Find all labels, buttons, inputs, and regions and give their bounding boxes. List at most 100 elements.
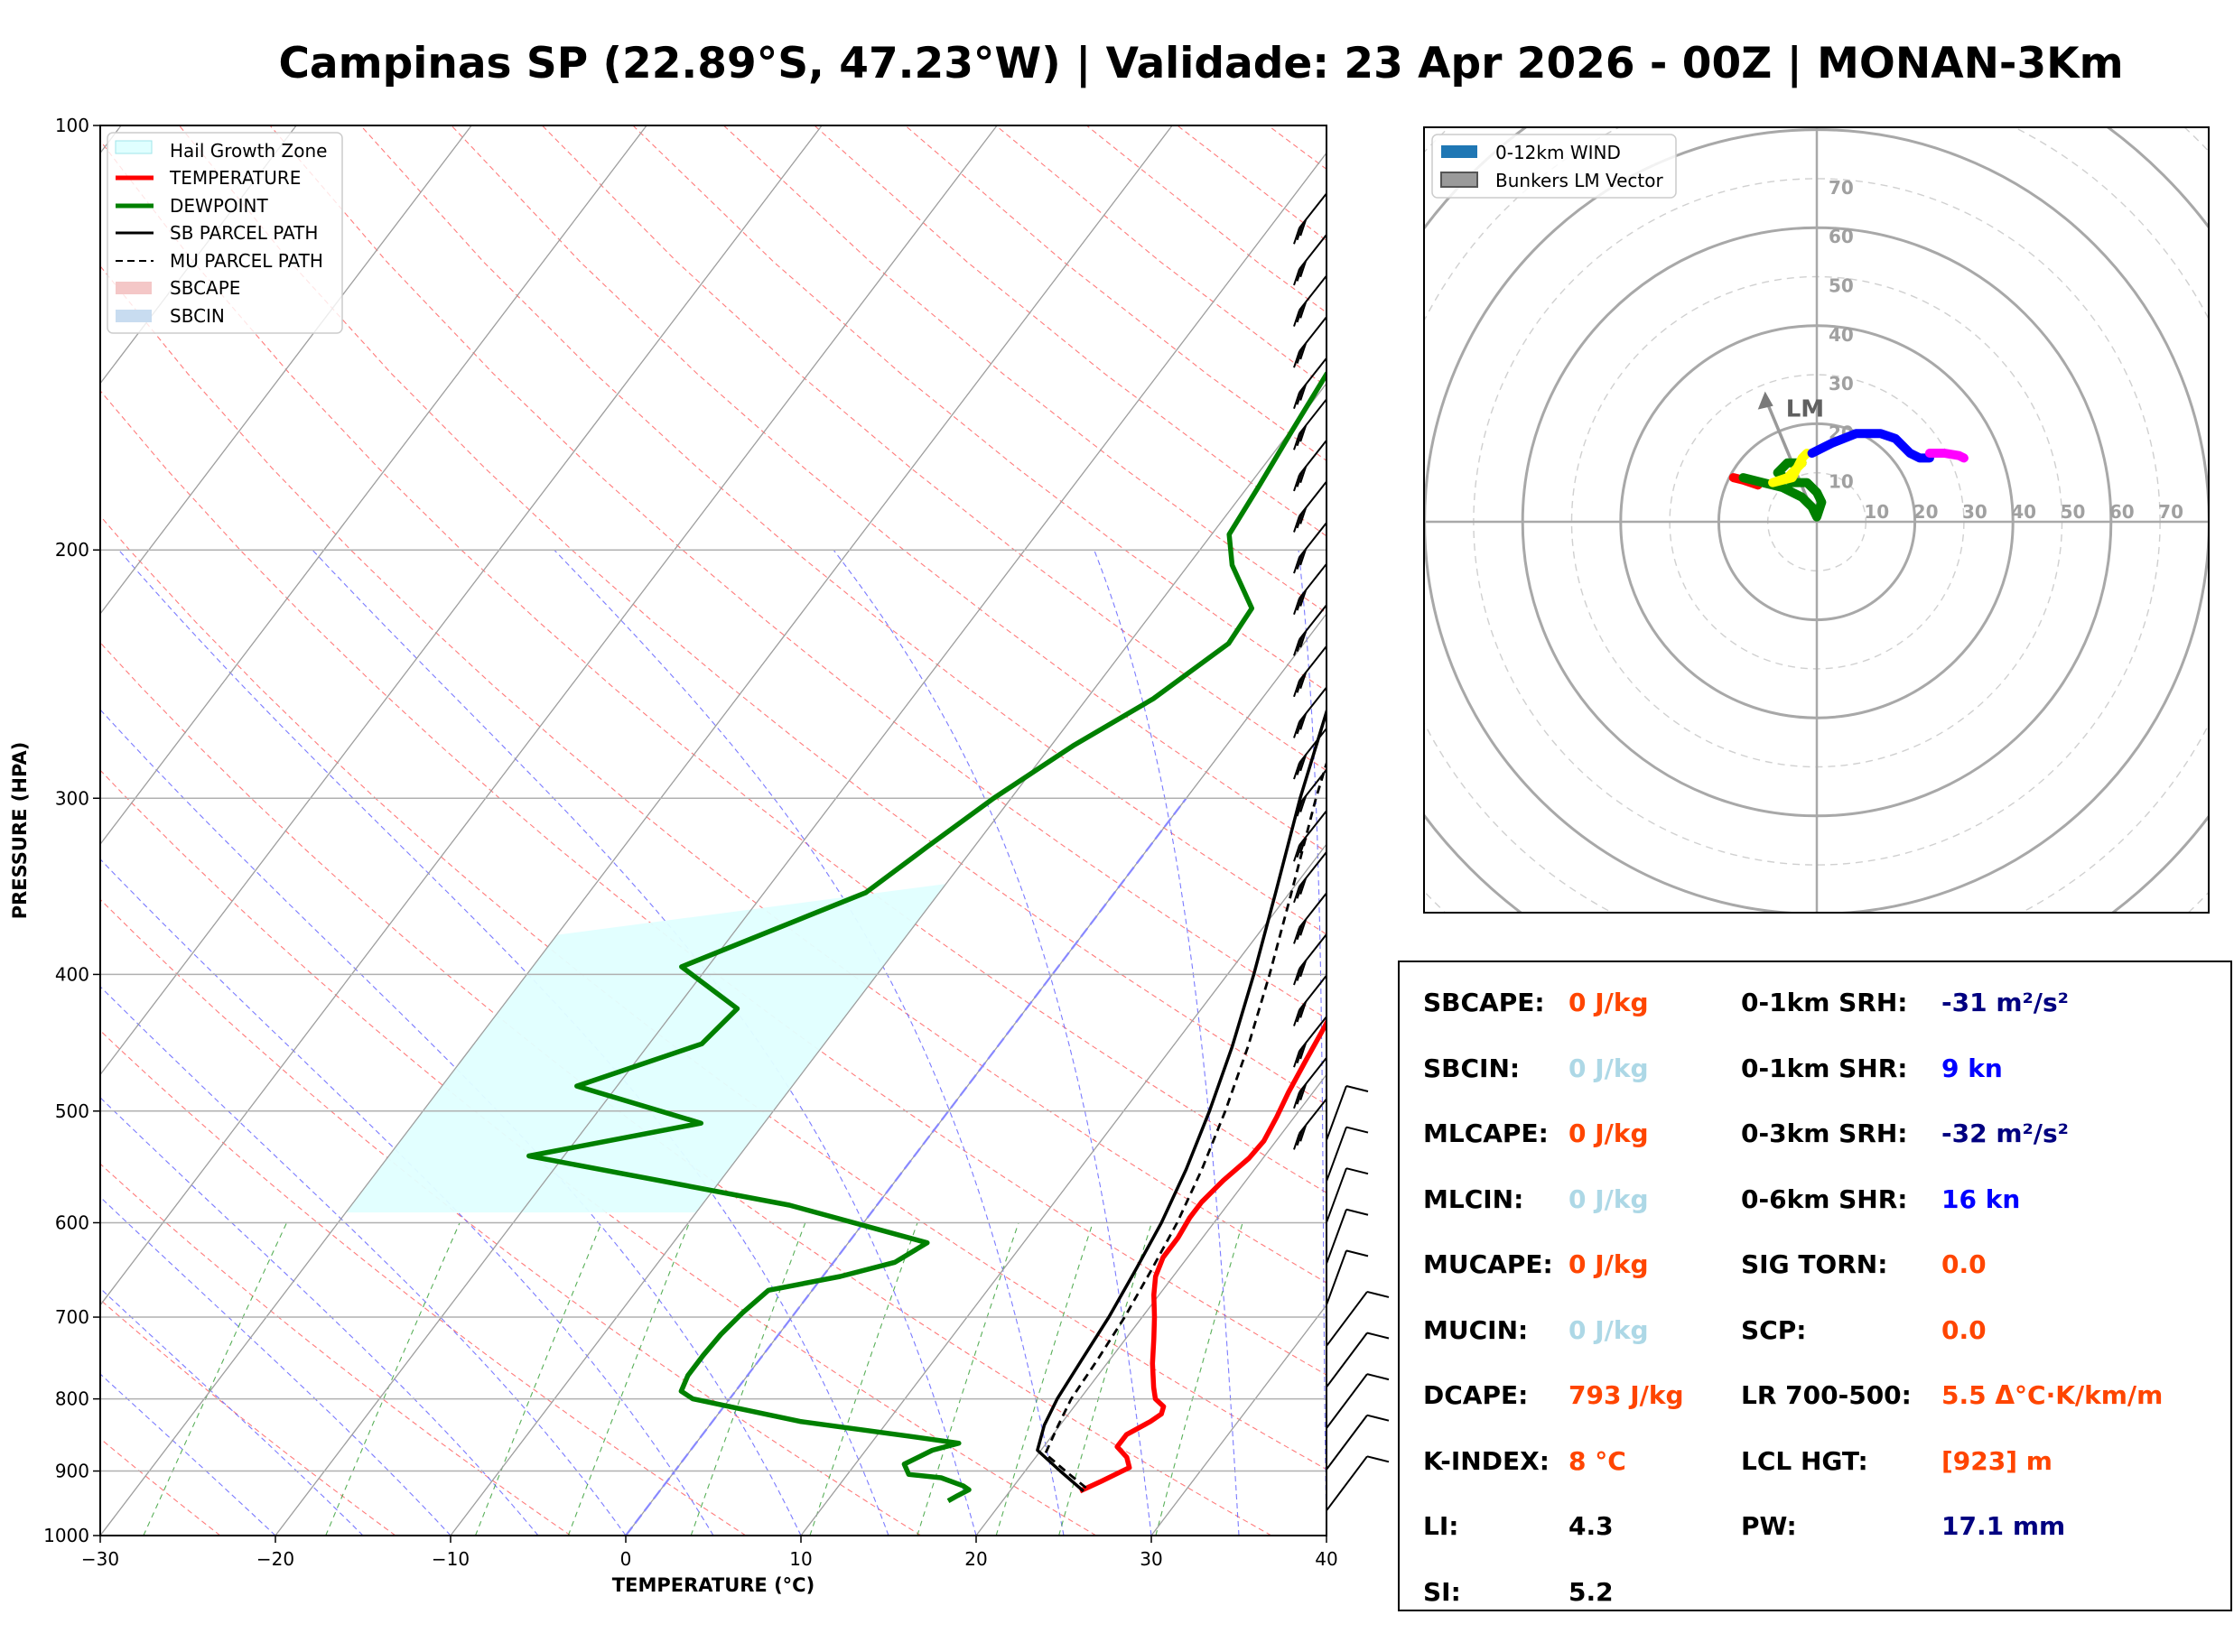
x-tick-label: 20 bbox=[964, 1548, 987, 1570]
hodo-ring-label-y: 50 bbox=[1829, 275, 1854, 297]
dry-adiabat bbox=[179, 125, 1326, 1106]
hodo-segment bbox=[1738, 458, 1827, 522]
isotherm bbox=[100, 125, 297, 385]
y-tick-label: 1000 bbox=[43, 1525, 89, 1546]
dry-adiabat bbox=[632, 125, 1326, 692]
index-label: LCL HGT: bbox=[1741, 1445, 1868, 1476]
wind-barb bbox=[1293, 522, 1327, 574]
dry-adiabat bbox=[542, 125, 1326, 772]
mixing-ratio-line bbox=[1058, 1222, 1152, 1536]
moist-adiabat bbox=[1298, 550, 1326, 1536]
hodo-ring-label-y: 70 bbox=[1829, 177, 1854, 199]
index-value: 0 J/kg bbox=[1568, 1249, 1649, 1279]
y-tick-label: 700 bbox=[55, 1306, 89, 1328]
wind-barb bbox=[1293, 645, 1327, 698]
index-label: SCP: bbox=[1741, 1314, 1807, 1345]
mixing-ratio-line bbox=[474, 1222, 602, 1536]
index-value: -31 m²/s² bbox=[1941, 988, 2069, 1017]
legend-dewpoint: DEWPOINT bbox=[170, 195, 268, 217]
hodo-ring-label-y: 30 bbox=[1829, 373, 1854, 394]
dry-adiabat bbox=[100, 769, 1097, 1536]
wind-barb bbox=[1293, 274, 1327, 327]
isotherm bbox=[275, 152, 1326, 1536]
dry-adiabat bbox=[100, 1029, 747, 1536]
moist-adiabat bbox=[100, 1196, 451, 1536]
x-tick-label: −20 bbox=[256, 1548, 294, 1570]
wind-barb bbox=[1293, 892, 1327, 944]
wind-barb bbox=[1293, 440, 1327, 492]
moist-adiabat bbox=[100, 1373, 276, 1536]
index-label: MLCAPE: bbox=[1423, 1118, 1549, 1148]
index-label: MLCIN: bbox=[1423, 1183, 1524, 1214]
isotherm bbox=[100, 125, 647, 846]
index-label: K-INDEX: bbox=[1423, 1445, 1550, 1476]
dry-adiabat bbox=[359, 125, 1326, 935]
hodo-ring-label-x: 30 bbox=[1962, 501, 1987, 523]
x-tick-label: −10 bbox=[432, 1548, 470, 1570]
hodo-segment bbox=[1768, 449, 1812, 487]
index-label: 0-1km SRH: bbox=[1741, 988, 1908, 1017]
legend-hail: Hail Growth Zone bbox=[170, 140, 327, 162]
wind-barb bbox=[1293, 316, 1327, 368]
hodo-ring-label-x: 10 bbox=[1864, 501, 1889, 523]
hodo-ring-label-y: 60 bbox=[1829, 226, 1854, 247]
temperature-line bbox=[1078, 1017, 1326, 1494]
dry-adiabat bbox=[100, 139, 1326, 1193]
hodo-segment bbox=[1807, 429, 1934, 463]
y-tick-label: 300 bbox=[55, 787, 89, 809]
wind-barb bbox=[1326, 1167, 1369, 1223]
isotherm bbox=[100, 125, 823, 1076]
wind-barb bbox=[1293, 933, 1327, 986]
dry-adiabat bbox=[100, 265, 1326, 1284]
index-label: 0-1km SHR: bbox=[1741, 1053, 1908, 1083]
hodo-ring-label-x: 40 bbox=[2011, 501, 2036, 523]
legend-bunkers: Bunkers LM Vector bbox=[1495, 170, 1664, 191]
y-axis-label: PRESSURE (HPA) bbox=[9, 742, 31, 920]
hodo-ring-label-x: 20 bbox=[1913, 501, 1939, 523]
sb-parcel-line bbox=[1036, 706, 1326, 1493]
index-value: 17.1 mm bbox=[1941, 1511, 2066, 1541]
skewt-profiles bbox=[526, 370, 1326, 1504]
hodo-segment bbox=[1924, 449, 1969, 463]
index-label: 0-3km SRH: bbox=[1741, 1118, 1908, 1148]
x-axis-label: TEMPERATURE (°C) bbox=[612, 1574, 814, 1596]
y-tick-label: 100 bbox=[55, 115, 89, 136]
index-value: 0 J/kg bbox=[1568, 1118, 1649, 1148]
y-tick-label: 500 bbox=[55, 1100, 89, 1122]
wind-barb bbox=[1293, 604, 1327, 656]
hodo-ring-label-x: 50 bbox=[2061, 501, 2086, 523]
x-tick-label: 30 bbox=[1140, 1548, 1162, 1570]
index-value: 0 J/kg bbox=[1568, 988, 1649, 1017]
index-label: SI: bbox=[1423, 1576, 1461, 1607]
isotherm bbox=[100, 125, 998, 1306]
wind-barb bbox=[1293, 728, 1327, 780]
x-tick-label: 0 bbox=[620, 1548, 632, 1570]
index-value: [923] m bbox=[1941, 1445, 2052, 1476]
wind-barb bbox=[1326, 1290, 1390, 1347]
wind-barb bbox=[1326, 1373, 1390, 1429]
index-value: 9 kn bbox=[1941, 1053, 2003, 1083]
isotherm bbox=[450, 382, 1326, 1536]
hodograph-legend: 0-12km WIND Bunkers LM Vector bbox=[1431, 134, 1677, 199]
hodo-ring-label-x: 70 bbox=[2158, 501, 2183, 523]
wind-barb bbox=[1326, 1414, 1390, 1471]
index-value: 5.2 bbox=[1568, 1576, 1614, 1607]
wind-barb bbox=[1293, 357, 1327, 410]
index-label: LR 700-500: bbox=[1741, 1380, 1912, 1410]
wind-barb bbox=[1293, 234, 1327, 286]
wind-barb bbox=[1326, 1332, 1390, 1388]
wind-barb bbox=[1326, 1455, 1390, 1511]
legend-hodo-wind: 0-12km WIND bbox=[1495, 142, 1621, 163]
wind-barb bbox=[1293, 810, 1327, 862]
dry-adiabat bbox=[100, 515, 1326, 1471]
index-value: 8 °C bbox=[1568, 1445, 1626, 1476]
index-value: 0.0 bbox=[1941, 1249, 1987, 1279]
moist-adiabat bbox=[1094, 550, 1240, 1536]
hodo-ring-label-x: 60 bbox=[2109, 501, 2135, 523]
index-label: LI: bbox=[1423, 1511, 1459, 1541]
x-tick-label: −30 bbox=[81, 1548, 119, 1570]
indices-panel: SBCAPE: 0 J/kg SBCIN: 0 J/kg MLCAPE: 0 J/kg ML… bbox=[1398, 961, 2232, 1611]
wind-barb bbox=[1293, 192, 1327, 245]
dry-adiabat bbox=[100, 1299, 396, 1536]
